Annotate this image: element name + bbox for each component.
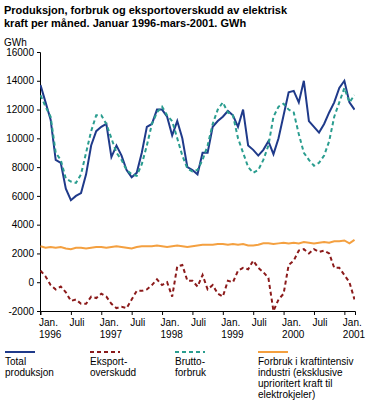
x-tick: Juli <box>252 311 267 328</box>
x-tick-mark <box>223 311 224 315</box>
legend-item: Eksport-overskudd <box>90 352 136 378</box>
x-tick: Juli <box>130 311 145 328</box>
legend-swatch <box>175 351 205 353</box>
legend-label: Forbruk i kraftintensivindustri (eksklus… <box>258 356 354 400</box>
legend-item: Forbruk i kraftintensivindustri (eksklus… <box>258 352 354 400</box>
x-tick: Juli <box>69 311 84 328</box>
y-tick: 12000 <box>6 104 40 115</box>
y-tick-label: 4000 <box>12 219 35 230</box>
y-tick-label: 14000 <box>6 75 34 86</box>
plot: -2000 0 2000 4000 6000 8000 10000 12000 14000 160… <box>6 47 365 340</box>
legend-label: Brutto-forbruk <box>175 356 207 378</box>
y-tick-label: 12000 <box>6 104 34 115</box>
y-tick-label: 8000 <box>12 162 35 173</box>
legend-label: Eksport-overskudd <box>90 356 136 378</box>
x-tick-mark <box>344 311 345 315</box>
y-axis-line <box>37 53 41 312</box>
x-tick-mark <box>314 311 315 315</box>
y-tick-mark <box>37 282 40 283</box>
y-tick: -2000 <box>8 306 40 317</box>
x-axis: Jan.1996 Juli Jan.1997 Juli Jan.1998 Juli Jan.… <box>39 311 365 340</box>
y-tick-label: 10000 <box>6 133 34 144</box>
chart: Produksjon, forbruk og eksportoverskudd … <box>0 0 365 404</box>
series-line <box>41 240 355 249</box>
y-tick: 8000 <box>12 162 40 173</box>
x-tick-mark <box>101 311 102 315</box>
y-tick-mark <box>37 225 40 226</box>
y-tick: 14000 <box>6 75 40 86</box>
x-tick-label: Jan.1997 <box>100 317 123 340</box>
x-axis-line <box>41 312 356 316</box>
y-tick-label: 0 <box>28 277 34 288</box>
x-tick-mark <box>162 311 163 315</box>
x-tick-label: Juli <box>69 317 84 328</box>
y-tick-mark <box>37 81 40 82</box>
x-tick-label: Juli <box>130 317 145 328</box>
x-tick-mark <box>192 311 193 315</box>
title: Produksjon, forbruk og eksportoverskudd … <box>4 4 288 29</box>
legend-swatch <box>258 351 288 353</box>
x-tick: Jan.1996 <box>39 311 62 340</box>
series-line <box>41 88 355 183</box>
x-tick: Jan.2001 <box>343 311 365 340</box>
y-tick: 10000 <box>6 133 40 144</box>
x-tick-label: Jan.2000 <box>282 317 305 340</box>
y-tick: 16000 <box>6 47 40 58</box>
lines <box>41 81 355 311</box>
y-tick-mark <box>37 253 40 254</box>
x-tick: Jan.2000 <box>282 311 305 340</box>
x-tick-label: Juli <box>252 317 267 328</box>
y-axis: -2000 0 2000 4000 6000 8000 10000 12000 14000 160… <box>6 47 40 317</box>
y-tick-label: 2000 <box>12 248 35 259</box>
x-tick-label: Juli <box>191 317 206 328</box>
y-tick: 0 <box>28 277 40 288</box>
series-line <box>41 81 355 200</box>
y-tick-label: -2000 <box>8 306 34 317</box>
x-tick: Jan.1997 <box>100 311 123 340</box>
x-tick: Jan.1998 <box>161 311 184 340</box>
x-tick: Juli <box>191 311 206 328</box>
x-tick-mark <box>284 311 285 315</box>
x-tick-label: Juli <box>312 317 327 328</box>
y-tick-mark <box>37 138 40 139</box>
legend-swatch <box>5 351 35 353</box>
y-tick-mark <box>37 52 40 53</box>
y-tick-label: 6000 <box>12 191 35 202</box>
y-tick-mark <box>37 167 40 168</box>
y-tick: 2000 <box>12 248 40 259</box>
x-tick-mark <box>132 311 133 315</box>
legend-item: Totalproduksjon <box>5 352 54 378</box>
x-tick-label: Jan.1998 <box>161 317 184 340</box>
y-tick-mark <box>37 110 40 111</box>
x-tick: Jan.1999 <box>221 311 244 340</box>
y-tick-mark <box>37 196 40 197</box>
x-tick-label: Jan.2001 <box>343 317 365 340</box>
x-tick-mark <box>71 311 72 315</box>
legend-label: Totalproduksjon <box>5 356 54 378</box>
x-tick-label: Jan.1999 <box>221 317 244 340</box>
y-tick-mark <box>37 311 40 312</box>
x-tick: Juli <box>312 311 327 328</box>
legend: Totalproduksjon Eksport-overskudd Brutto-f… <box>5 352 354 400</box>
y-tick: 4000 <box>12 219 40 230</box>
x-tick-mark <box>253 311 254 315</box>
x-tick-label: Jan.1996 <box>39 317 62 340</box>
legend-swatch <box>90 351 120 353</box>
series-line <box>41 249 355 311</box>
y-tick-label: 16000 <box>6 47 34 58</box>
y-tick: 6000 <box>12 191 40 202</box>
x-tick-mark <box>41 311 42 315</box>
legend-item: Brutto-forbruk <box>175 352 207 378</box>
